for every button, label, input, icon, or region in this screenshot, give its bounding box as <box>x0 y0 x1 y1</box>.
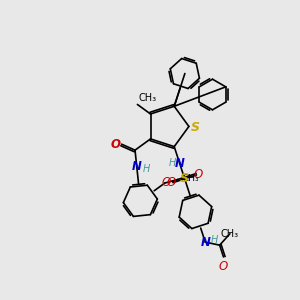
Text: CH₃: CH₃ <box>221 229 239 239</box>
Text: H: H <box>211 235 218 245</box>
Text: CH₃: CH₃ <box>139 93 157 103</box>
Text: O: O <box>167 176 176 189</box>
Text: N: N <box>175 157 184 170</box>
Text: H: H <box>143 164 151 174</box>
Text: O: O <box>110 138 120 151</box>
Text: H: H <box>169 158 176 168</box>
Text: S: S <box>180 172 189 185</box>
Text: S: S <box>191 121 200 134</box>
Text: N: N <box>132 160 142 173</box>
Text: O: O <box>219 260 228 274</box>
Text: CH₃: CH₃ <box>183 174 199 183</box>
Text: O: O <box>161 176 170 189</box>
Text: N: N <box>200 236 210 249</box>
Text: O: O <box>193 169 203 182</box>
